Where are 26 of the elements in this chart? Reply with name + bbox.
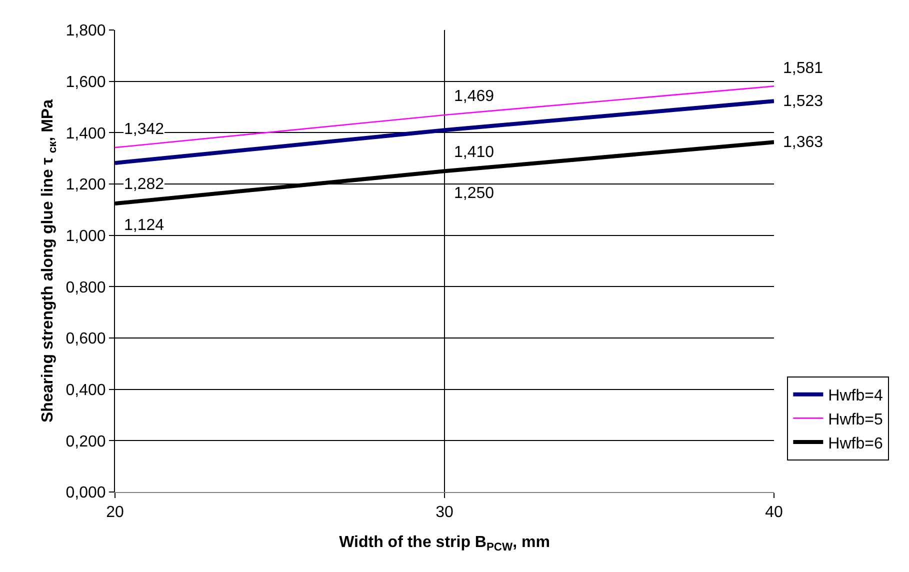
legend-label: Hwfb=6 [828,435,883,452]
data-label: 1,469 [454,88,494,105]
x-axis-title: Width of the strip B$_{PCW}$, mm [339,534,550,554]
y-tick-label: 0,000 [66,484,106,502]
y-tick-label: 1,600 [66,74,106,91]
y-tick-label: 0,600 [66,330,106,348]
y-tick-label: 1,800 [66,22,106,40]
y-tick-label: 1,000 [66,228,106,245]
data-label: 1,342 [124,121,164,138]
data-label: 1,523 [783,93,824,110]
data-label: 1,282 [124,176,164,193]
y-tick-label: 1,200 [66,176,106,194]
x-tick-label: 40 [765,504,783,522]
data-label: 1,363 [783,134,824,151]
legend-label: Hwfb=5 [828,411,883,428]
x-tick-label: 30 [436,504,454,522]
legend-label: Hwfb=4 [828,388,883,405]
data-label: 1,410 [454,144,494,161]
y-tick-label: 0,200 [66,433,106,450]
y-tick-label: 0,400 [66,382,106,399]
data-label: 1,250 [454,185,494,202]
y-tick-label: 1,400 [66,125,106,142]
data-label: 1,581 [783,60,824,77]
y-tick-label: 0,800 [66,279,106,296]
data-label: 1,124 [124,217,164,234]
x-tick-label: 20 [106,504,124,522]
